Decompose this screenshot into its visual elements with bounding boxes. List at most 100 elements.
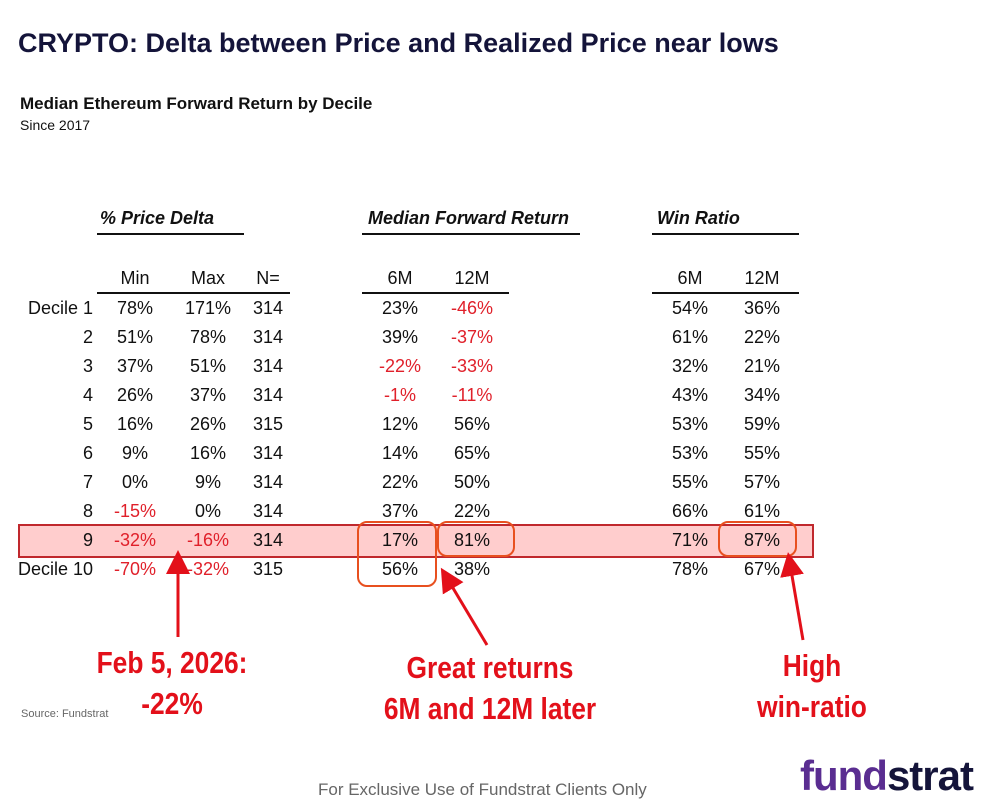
logo-part: strat: [886, 752, 974, 799]
table-cell-win_12m: 59%: [743, 414, 781, 434]
annotation-line: Feb 5, 2026:: [96, 645, 248, 680]
table-cell-n: 315: [252, 559, 284, 579]
table-cell-win_6m: 53%: [671, 414, 709, 434]
table-cell-n: 314: [252, 530, 284, 550]
row-label: 5: [82, 414, 93, 434]
divider: [652, 292, 799, 294]
table-cell-win_12m: 67%: [743, 559, 781, 579]
table-cell-n: 314: [252, 356, 284, 376]
table-cell-ret_12m: -11%: [451, 385, 493, 405]
group-header-median-return: Median Forward Return: [368, 208, 570, 228]
row-label: Decile 1: [27, 298, 93, 318]
table-cell-win_12m: 57%: [743, 472, 781, 492]
annotation-line: 6M and 12M later: [383, 691, 597, 726]
table-cell-win_6m: 71%: [671, 530, 709, 550]
divider: [97, 292, 290, 294]
table-cell-min: -32%: [113, 530, 157, 550]
row-label: 3: [82, 356, 93, 376]
table-cell-min: 26%: [116, 385, 154, 405]
table-cell-ret_6m: 23%: [381, 298, 419, 318]
table-cell-win_6m: 54%: [671, 298, 709, 318]
row-label: 7: [82, 472, 93, 492]
table-cell-min: -70%: [113, 559, 157, 579]
table-cell-n: 314: [252, 327, 284, 347]
annotation-returns: Great returns 6M and 12M later: [371, 647, 609, 729]
table-cell-win_12m: 34%: [743, 385, 781, 405]
table-cell-win_12m: 36%: [743, 298, 781, 318]
arrow-icon: [440, 567, 489, 646]
table-cell-ret_6m: 22%: [381, 472, 419, 492]
table-cell-n: 314: [252, 472, 284, 492]
table-cell-ret_6m: -22%: [378, 356, 422, 376]
table-cell-max: 171%: [184, 298, 232, 318]
logo-part: fund: [800, 752, 888, 799]
row-label: 4: [82, 385, 93, 405]
table-cell-max: 78%: [189, 327, 227, 347]
table-subtitle: Since 2017: [20, 117, 91, 133]
table-cell-ret_12m: 22%: [453, 501, 491, 521]
table-cell-win_6m: 66%: [671, 501, 709, 521]
table-cell-win_12m: 55%: [743, 443, 781, 463]
table-cell-win_12m: 22%: [743, 327, 781, 347]
table-cell-ret_12m: 81%: [453, 530, 491, 550]
annotation-win-ratio: High win-ratio: [744, 645, 880, 727]
table-cell-n: 314: [252, 501, 284, 521]
annotation-line: -22%: [141, 686, 203, 721]
table-cell-ret_12m: 50%: [453, 472, 491, 492]
page-title: CRYPTO: Delta between Price and Realized…: [18, 28, 779, 58]
table-cell-n: 315: [252, 414, 284, 434]
table-cell-ret_6m: 39%: [381, 327, 419, 347]
fundstrat-logo: fundstrat: [800, 752, 974, 800]
table-cell-min: 9%: [121, 443, 148, 463]
callout-box-12m: [437, 521, 515, 557]
table-cell-win_6m: 43%: [671, 385, 709, 405]
table-cell-ret_12m: 56%: [453, 414, 491, 434]
table-cell-win_12m: 87%: [743, 530, 781, 550]
annotation-date: Feb 5, 2026: -22%: [87, 642, 257, 724]
table-cell-max: 0%: [194, 501, 221, 521]
column-header-max: Max: [190, 268, 225, 288]
column-header-n: N=: [256, 268, 280, 288]
table-cell-win_6m: 53%: [671, 443, 709, 463]
column-header-min: Min: [120, 268, 150, 288]
table-cell-max: 51%: [189, 356, 227, 376]
table-cell-min: -15%: [113, 501, 157, 521]
table-cell-win_12m: 61%: [743, 501, 781, 521]
column-header-win_6m: 6M: [677, 268, 703, 288]
row-label: 6: [82, 443, 93, 463]
footer-disclaimer: For Exclusive Use of Fundstrat Clients O…: [318, 780, 647, 799]
divider: [362, 292, 509, 294]
row-label: Decile 10: [17, 559, 93, 579]
table-cell-ret_6m: 17%: [381, 530, 419, 550]
annotation-line: win-ratio: [757, 689, 867, 724]
table-cell-ret_6m: 14%: [381, 443, 419, 463]
table-cell-ret_6m: 37%: [381, 501, 419, 521]
highlighted-row: [18, 524, 814, 558]
table-cell-max: 9%: [194, 472, 221, 492]
divider: [362, 233, 580, 235]
table-cell-ret_6m: -1%: [383, 385, 416, 405]
source-note: Source: Fundstrat: [21, 708, 109, 720]
table-cell-ret_12m: -33%: [450, 356, 494, 376]
annotation-line: Great returns: [406, 650, 574, 685]
table-cell-n: 314: [252, 443, 284, 463]
table-cell-max: 37%: [189, 385, 227, 405]
table-cell-win_6m: 78%: [671, 559, 709, 579]
table-cell-min: 78%: [116, 298, 154, 318]
table-cell-min: 0%: [121, 472, 148, 492]
table-cell-n: 314: [252, 385, 284, 405]
table-cell-ret_12m: -46%: [450, 298, 494, 318]
table-cell-max: 16%: [189, 443, 227, 463]
table-cell-max: 26%: [189, 414, 227, 434]
table-cell-min: 16%: [116, 414, 154, 434]
table-cell-ret_12m: -37%: [450, 327, 494, 347]
column-header-win_12m: 12M: [744, 268, 780, 288]
callout-box-win-12m: [718, 521, 797, 557]
table-cell-win_12m: 21%: [743, 356, 781, 376]
table-cell-min: 37%: [116, 356, 154, 376]
table-cell-win_6m: 32%: [671, 356, 709, 376]
column-header-ret_6m: 6M: [387, 268, 413, 288]
table-title: Median Ethereum Forward Return by Decile: [20, 94, 373, 113]
